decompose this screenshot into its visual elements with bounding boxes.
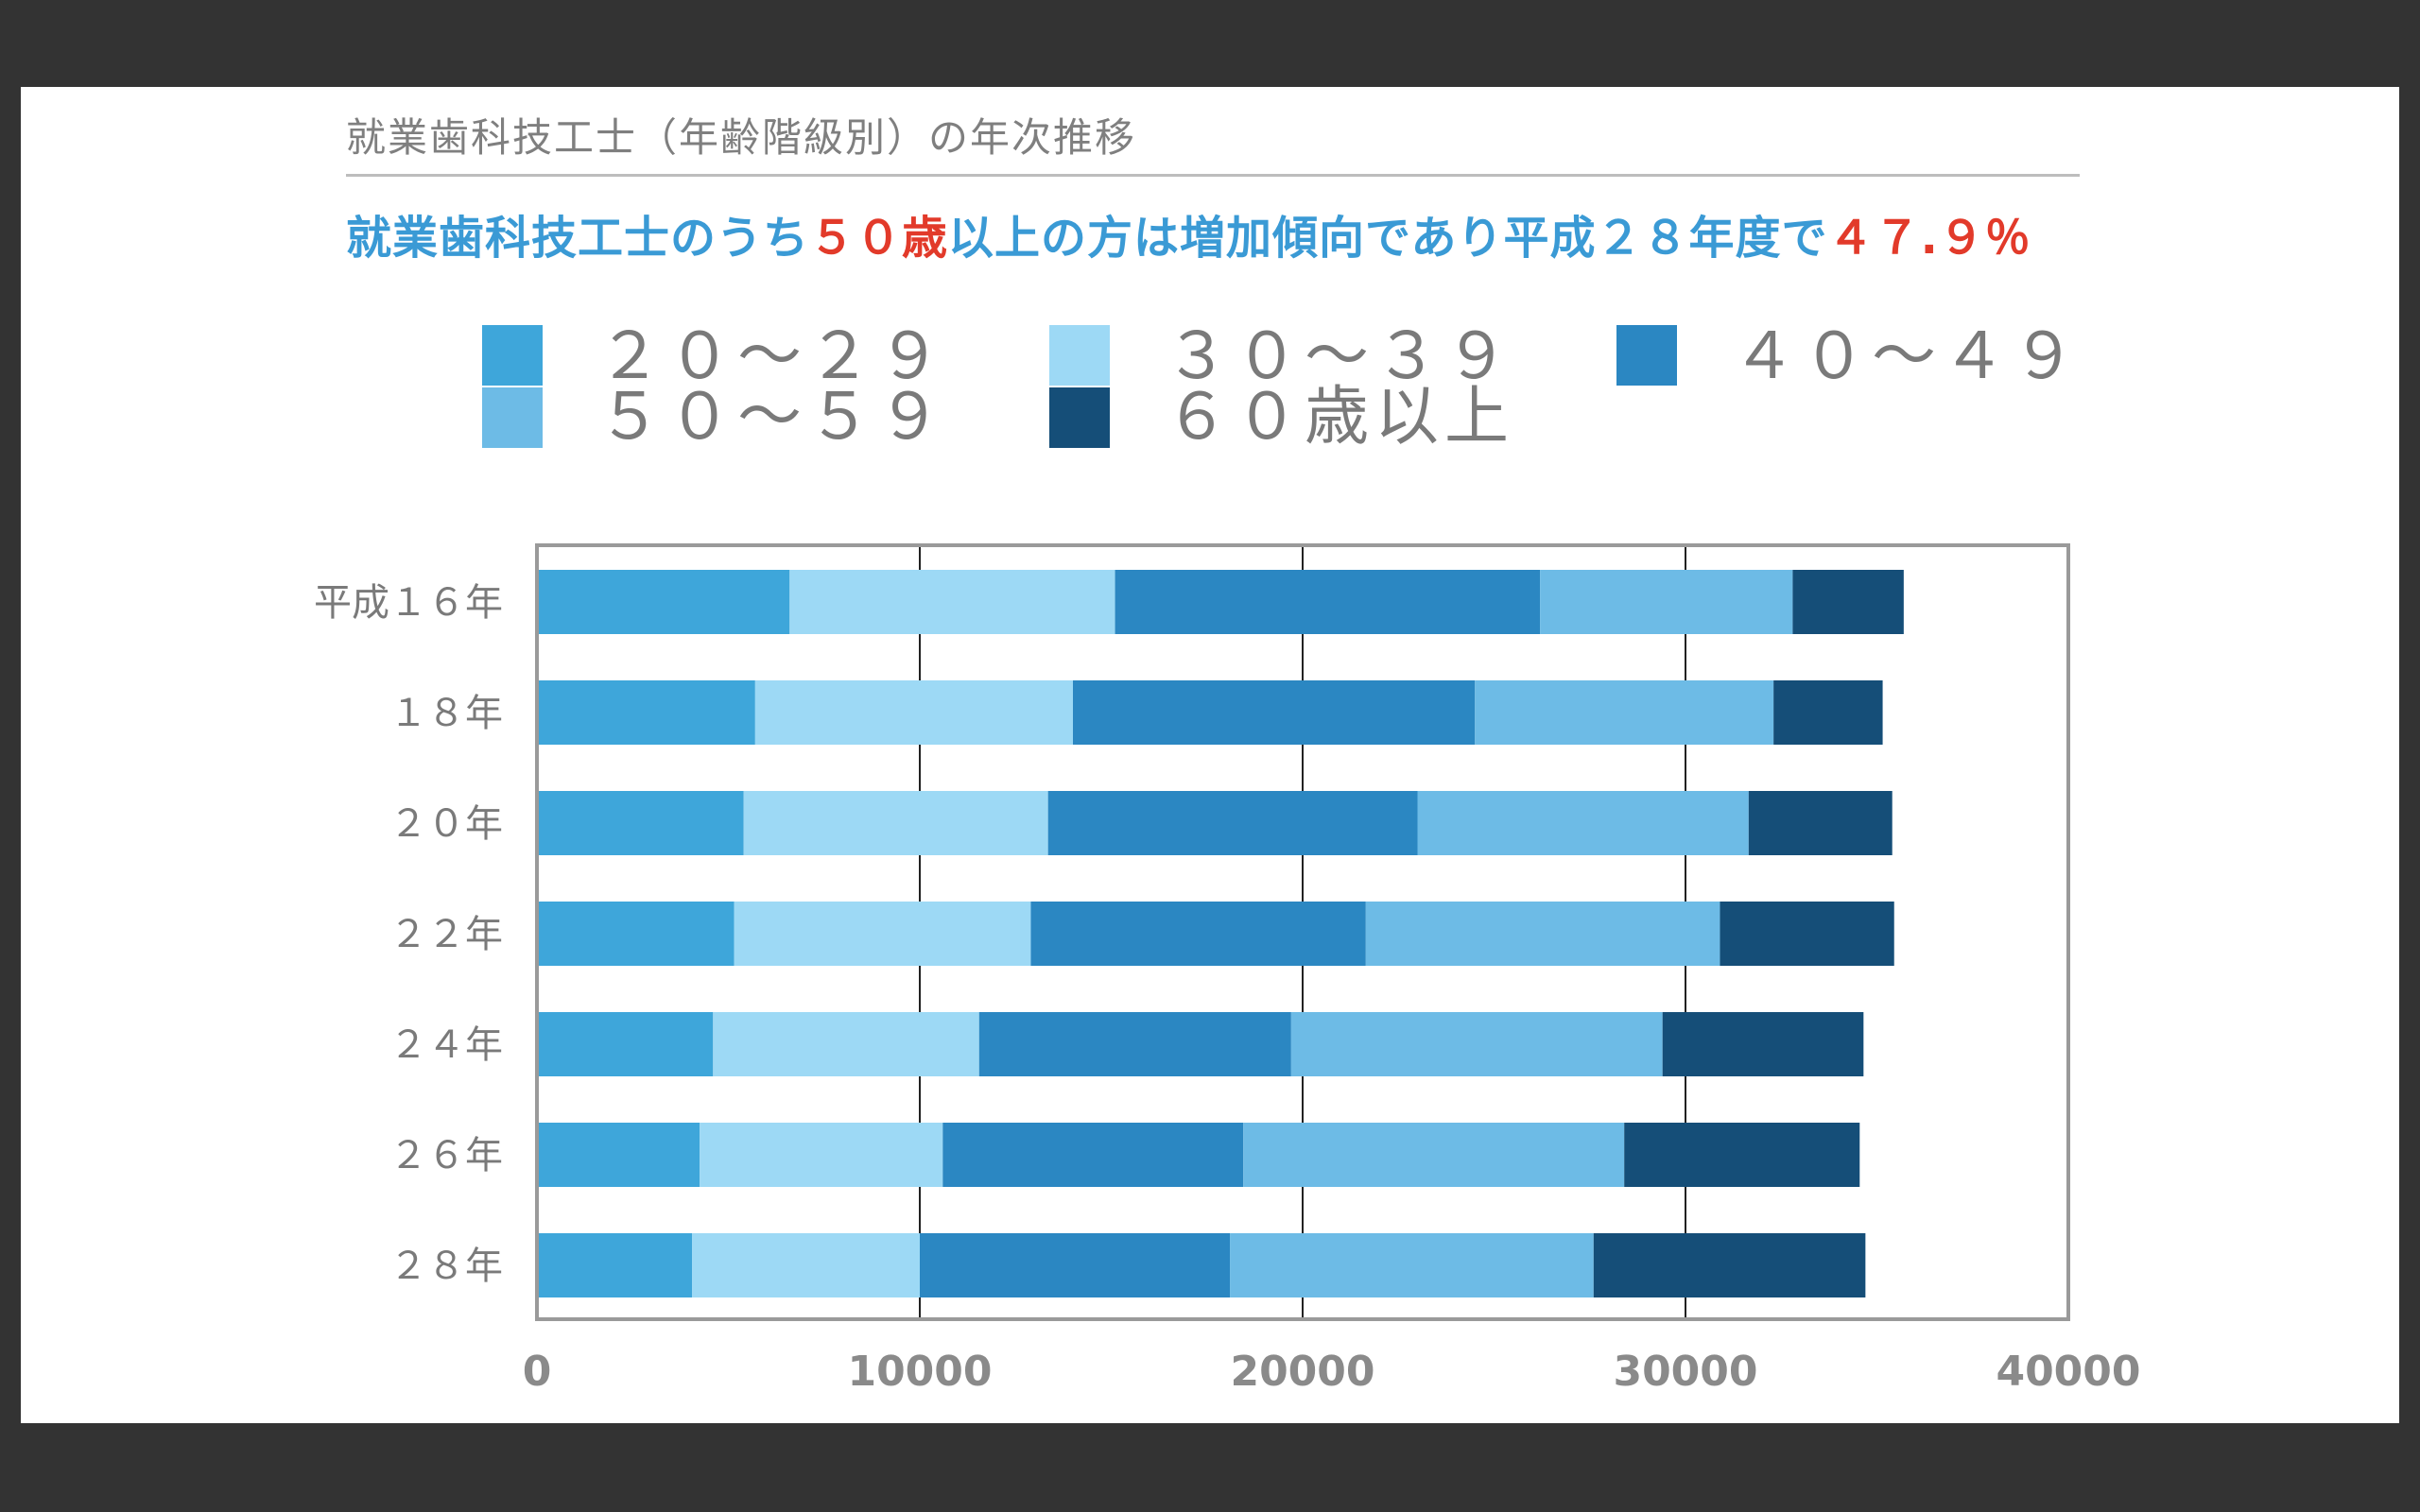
bar-3-series-1 xyxy=(734,902,1031,966)
bar-1-series-0 xyxy=(537,680,755,745)
bar-6-series-4 xyxy=(1593,1233,1866,1297)
legend-swatch-50s xyxy=(482,387,543,448)
bar-3-series-3 xyxy=(1365,902,1720,966)
bar-2-series-2 xyxy=(1047,791,1418,855)
bar-5-series-1 xyxy=(700,1123,943,1187)
bar-4-series-3 xyxy=(1290,1012,1663,1076)
subtitle-highlight-percent: ４７.９％ xyxy=(1827,212,2031,265)
bar-4-series-2 xyxy=(978,1012,1291,1076)
chart-heading: 就業歯科技工士（年齢階級別）の年次推移 xyxy=(346,114,1137,161)
bar-1-series-1 xyxy=(754,680,1073,745)
bar-0-series-4 xyxy=(1792,570,1904,634)
bar-0-series-1 xyxy=(789,570,1115,634)
bar-1-series-4 xyxy=(1773,680,1883,745)
bar-4-series-1 xyxy=(713,1012,979,1076)
bar-2-series-0 xyxy=(537,791,744,855)
bar-3-series-2 xyxy=(1030,902,1366,966)
category-label-1: １８年 xyxy=(389,692,503,735)
bar-6-series-0 xyxy=(537,1233,693,1297)
x-tick-label-0: 0 xyxy=(523,1348,552,1396)
slide-canvas: 就業歯科技工士（年齢階級別）の年次推移 就業歯科技工士のうち５０歳以上の方は増加… xyxy=(21,87,2399,1423)
bar-0-series-0 xyxy=(537,570,790,634)
subtitle-text-2: 以上の方は増加傾向であり平成２８年度で xyxy=(948,212,1828,265)
bar-5-series-2 xyxy=(942,1123,1244,1187)
legend-label-20s: ２０～２９ xyxy=(597,319,948,394)
bar-4-series-4 xyxy=(1662,1012,1864,1076)
bar-6-series-1 xyxy=(692,1233,920,1297)
category-label-4: ２４年 xyxy=(389,1023,503,1067)
legend-label-60plus: ６０歳以上 xyxy=(1165,380,1515,455)
legend-swatch-60plus xyxy=(1049,387,1110,448)
legend-label-50s: ５０～５９ xyxy=(597,380,948,455)
legend-swatch-40s xyxy=(1616,325,1677,386)
bar-2-series-1 xyxy=(743,791,1048,855)
category-label-5: ２６年 xyxy=(389,1134,503,1177)
bar-4-series-0 xyxy=(537,1012,714,1076)
subtitle-text-1: 就業歯科技工士のうち xyxy=(346,212,810,265)
bar-3-series-0 xyxy=(537,902,735,966)
category-label-3: ２２年 xyxy=(389,913,503,956)
x-tick-label-10000: 10000 xyxy=(847,1348,992,1396)
bar-6-series-3 xyxy=(1230,1233,1594,1297)
x-tick-label-20000: 20000 xyxy=(1230,1348,1374,1396)
bar-2-series-4 xyxy=(1748,791,1893,855)
bar-5-series-3 xyxy=(1243,1123,1625,1187)
legend-swatch-30s xyxy=(1049,325,1110,386)
heading-divider xyxy=(346,174,2080,177)
plot-frame xyxy=(535,543,2070,1321)
legend-label-30s: ３０～３９ xyxy=(1165,319,1515,394)
category-label-0: 平成１６年 xyxy=(314,581,503,625)
subtitle-highlight-age: ５０歳 xyxy=(809,212,949,265)
x-tick-label-40000: 40000 xyxy=(1996,1348,2140,1396)
chart-subtitle: 就業歯科技工士のうち５０歳以上の方は増加傾向であり平成２８年度で４７.９％ xyxy=(346,200,2031,266)
bar-1-series-3 xyxy=(1475,680,1774,745)
bar-2-series-3 xyxy=(1417,791,1749,855)
legend-swatch-20s xyxy=(482,325,543,386)
category-label-2: ２０年 xyxy=(389,802,503,846)
bar-1-series-2 xyxy=(1073,680,1476,745)
bar-5-series-4 xyxy=(1624,1123,1860,1187)
category-label-6: ２８年 xyxy=(389,1245,503,1288)
x-tick-label-30000: 30000 xyxy=(1613,1348,1757,1396)
bar-0-series-2 xyxy=(1115,570,1541,634)
bar-3-series-4 xyxy=(1720,902,1894,966)
bar-0-series-3 xyxy=(1540,570,1793,634)
bar-5-series-0 xyxy=(537,1123,700,1187)
legend-label-40s: ４０～４９ xyxy=(1732,319,2083,394)
bar-6-series-2 xyxy=(920,1233,1231,1297)
